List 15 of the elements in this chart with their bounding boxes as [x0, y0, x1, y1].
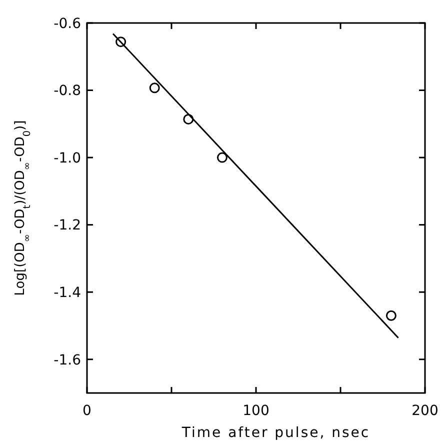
y-tick-label: -1.2 — [54, 218, 81, 234]
x-tick-label: 100 — [242, 403, 270, 419]
point — [216, 152, 228, 163]
y-tick-label: -1.4 — [54, 284, 82, 301]
point — [183, 114, 194, 124]
y-tick-label: -0.6 — [54, 16, 82, 32]
y-tick-label: -1.6 — [54, 352, 82, 368]
point — [116, 36, 126, 48]
x-tick-label: 0 — [82, 403, 92, 419]
x-tick-label: 200 — [412, 403, 438, 419]
y-tick-label: -0.8 — [54, 83, 81, 100]
point — [149, 82, 160, 94]
x-axis-title: Time after pulse, nsec — [180, 425, 370, 441]
point — [386, 310, 396, 321]
y-tick-label: -1.0 — [54, 150, 81, 166]
